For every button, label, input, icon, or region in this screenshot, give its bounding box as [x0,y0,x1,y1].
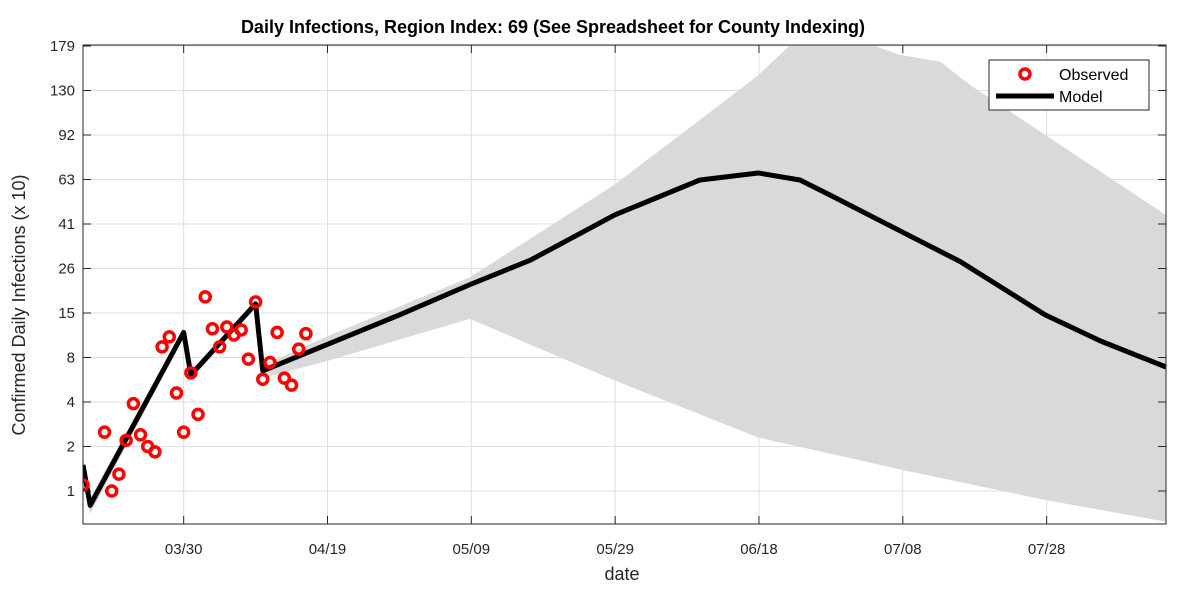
observed-point [126,396,141,411]
legend-observed-label: Observed [1059,67,1128,84]
observed-point [212,340,227,354]
observed-point [220,320,234,334]
observed-point [270,325,284,340]
legend-model-label: Model [1059,89,1103,106]
y-axis-label: Confirmed Daily Infections (x 10) [9,174,29,435]
observed-point [299,326,313,341]
observed-point [263,355,277,370]
observed-point [234,323,248,337]
y-tick-label: 179 [50,38,75,55]
observed-point [205,322,220,336]
y-tick-label: 1 [67,483,75,500]
y-tick-label: 26 [58,261,75,278]
observed-point [284,378,299,392]
observed-point [291,342,306,356]
y-tick-label: 8 [67,350,75,367]
y-tick-label: 130 [50,83,75,100]
observed-point [184,366,198,380]
y-tick-label: 92 [58,127,75,144]
x-tick-label: 04/19 [309,541,347,558]
x-tick-label: 07/08 [884,541,922,558]
observed-point [162,330,177,344]
y-tick-label: 2 [67,439,75,456]
x-tick-label: 05/29 [596,541,634,558]
observed-point [256,372,270,387]
observed-point [148,445,162,459]
chart-title: Daily Infections, Region Index: 69 (See … [241,17,865,37]
observed-point [155,340,169,354]
observed-point [112,467,126,481]
observed-point [191,407,205,422]
observed-point [248,295,263,309]
observed-point [169,386,184,400]
model-line [83,170,1166,508]
x-tick-label: 07/28 [1028,541,1066,558]
observed-point [119,433,133,448]
observed-points [83,290,313,498]
observed-point [198,290,213,304]
legend-observed-marker [1018,67,1032,81]
observed-point [277,371,292,385]
x-tick-label: 05/09 [453,541,491,558]
legend: Observed Model [988,59,1150,111]
observed-point [83,478,90,492]
observed-point [97,425,112,439]
legend-box [988,59,1150,111]
observed-point [176,425,191,439]
axes-box [82,44,1167,525]
uncertainty-band [83,45,1166,522]
x-tick-label: 06/18 [740,541,778,558]
y-tick-label: 41 [58,216,75,233]
observed-point [241,352,256,366]
x-tick-label: 03/30 [165,541,203,558]
y-tick-label: 4 [67,394,75,411]
y-tick-label: 63 [58,172,75,189]
x-axis-label: date [604,564,639,584]
y-tick-label: 15 [58,305,75,322]
observed-point [133,428,148,442]
axis-ticks: 1 2 4 8 15 26 41 63 92 130 179 03/30 04/19 05/09 05/29… [50,38,1166,558]
observed-point [105,484,119,498]
